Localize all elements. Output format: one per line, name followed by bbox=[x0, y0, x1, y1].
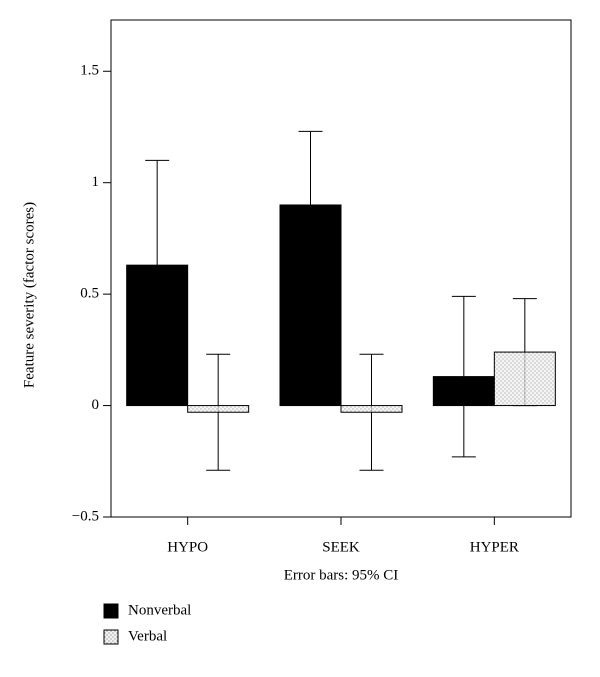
bar bbox=[279, 204, 342, 407]
x-tick-label: HYPER bbox=[470, 539, 519, 555]
y-tick-label: 0.5 bbox=[80, 286, 99, 302]
y-tick-label: 0 bbox=[92, 397, 100, 413]
legend-swatch bbox=[103, 629, 119, 645]
x-axis-label: Error bars: 95% CI bbox=[284, 567, 399, 583]
x-tick-label: HYPO bbox=[167, 539, 208, 555]
legend-swatch bbox=[103, 603, 119, 619]
bar bbox=[126, 264, 189, 407]
y-tick-label: −0.5 bbox=[72, 508, 99, 524]
bar bbox=[493, 351, 556, 407]
x-tick-label: SEEK bbox=[322, 539, 360, 555]
legend-label: Verbal bbox=[128, 628, 167, 644]
bar bbox=[432, 376, 495, 407]
bar bbox=[187, 405, 250, 413]
plot-frame bbox=[110, 19, 572, 518]
y-axis-label: Feature severity (factor scores) bbox=[21, 202, 37, 388]
bar bbox=[340, 405, 403, 413]
y-tick-label: 1 bbox=[92, 174, 100, 190]
legend-label: Nonverbal bbox=[128, 602, 191, 618]
y-tick-label: 1.5 bbox=[80, 63, 99, 79]
